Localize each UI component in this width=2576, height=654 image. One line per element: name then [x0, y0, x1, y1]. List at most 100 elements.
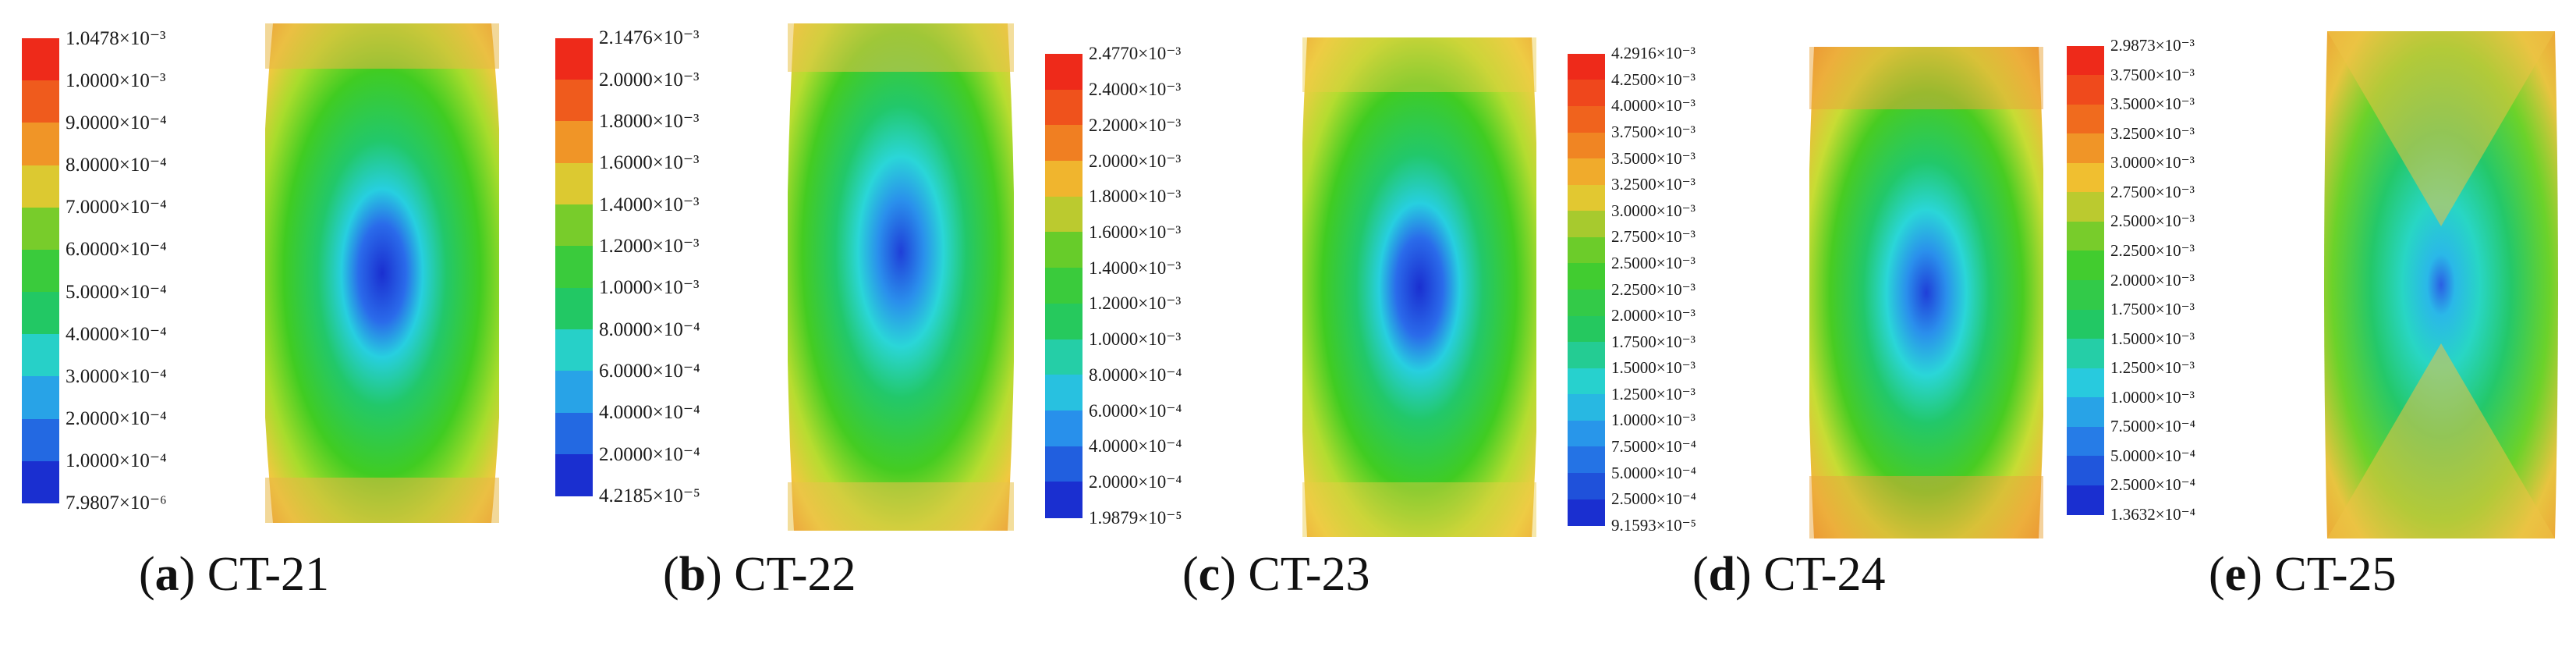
legend-tick-label: 1.0000×10⁻³ — [599, 277, 700, 299]
legend-tick-label: 2.0000×10⁻³ — [599, 69, 700, 91]
caption: (c) CT-23 — [1182, 548, 1370, 601]
legend-tick-label: 1.2000×10⁻³ — [1089, 293, 1182, 314]
legend-tick-label: 5.0000×10⁻⁴ — [66, 281, 167, 303]
legend-swatch — [2067, 221, 2104, 251]
strain-contour — [1809, 47, 2043, 538]
legend-swatch — [1568, 263, 1605, 290]
legend-tick-label: 5.0000×10⁻⁴ — [2110, 446, 2195, 465]
legend-tick-label: 3.2500×10⁻³ — [2110, 123, 2195, 143]
legend-tick-label: 1.6000×10⁻³ — [1089, 222, 1182, 242]
legend-tick-label: 1.5000×10⁻³ — [1611, 358, 1695, 378]
legend-swatch — [2067, 104, 2104, 134]
legend-swatch — [1568, 184, 1605, 211]
legend-tick-label: 3.7500×10⁻³ — [1611, 123, 1695, 142]
legend-tick-label: 6.0000×10⁻⁴ — [599, 360, 700, 382]
legend-swatch — [2067, 133, 2104, 164]
legend-tick-label: 1.8000×10⁻³ — [1089, 187, 1182, 207]
legend-swatch — [2067, 426, 2104, 457]
legend-tick-label: 7.5000×10⁻⁴ — [2110, 417, 2195, 436]
legend-tick-label: 1.2500×10⁻³ — [1611, 384, 1695, 403]
legend-swatch — [1568, 132, 1605, 159]
legend-swatch — [555, 121, 593, 164]
legend-tick-label: 2.5000×10⁻³ — [2110, 211, 2195, 231]
legend-swatch — [2067, 339, 2104, 369]
legend-swatch — [2067, 485, 2104, 515]
legend-tick-label: 4.0000×10⁻⁴ — [599, 402, 700, 424]
legend-tick-label: 1.8000×10⁻³ — [599, 110, 700, 132]
legend-swatch — [1568, 53, 1605, 80]
legend-tick-label: 5.0000×10⁻⁴ — [1611, 463, 1696, 482]
legend-tick-label: 2.0000×10⁻⁴ — [1089, 471, 1182, 492]
legend-tick-label: 7.0000×10⁻⁴ — [66, 197, 167, 219]
panel-a: 1.0478×10⁻³ 1.0000×10⁻³ 9.0000×10⁻⁴ 8.0000×… — [0, 0, 515, 654]
legend-swatch — [2067, 368, 2104, 398]
strain-contour — [2324, 31, 2558, 538]
legend-swatch — [22, 123, 59, 166]
legend-tick-label: 4.2185×10⁻⁵ — [599, 485, 700, 506]
legend-tick-label: 2.2000×10⁻³ — [1089, 115, 1182, 135]
legend-swatch — [22, 292, 59, 335]
legend: 2.4770×10⁻³ 2.4000×10⁻³ 2.2000×10⁻³ 2.0000×… — [1045, 36, 1279, 535]
caption: (d) CT-24 — [1692, 548, 1886, 601]
end-zone — [1302, 482, 1536, 537]
legend-swatch — [1568, 211, 1605, 238]
legend-swatch — [1045, 125, 1082, 162]
legend-swatch — [1568, 236, 1605, 264]
panel-e: 2.9873×10⁻³ 3.7500×10⁻³ 3.5000×10⁻³ 3.2500×… — [2067, 0, 2574, 654]
legend-swatch — [2067, 456, 2104, 486]
legend-swatch — [1045, 339, 1082, 375]
legend-tick-label: 2.0000×10⁻³ — [1611, 306, 1695, 325]
legend-swatch — [2067, 75, 2104, 105]
legend-tick-label: 6.0000×10⁻⁴ — [1089, 400, 1182, 421]
legend-tick-label: 2.4770×10⁻³ — [1089, 44, 1182, 64]
legend-tick-label: 1.2500×10⁻³ — [2110, 358, 2195, 378]
legend-swatch — [1045, 232, 1082, 268]
caption: (e) CT-25 — [2209, 548, 2397, 601]
legend-swatch — [2067, 309, 2104, 339]
legend-swatch — [1568, 342, 1605, 369]
legend-tick-label: 1.4000×10⁻³ — [599, 194, 700, 215]
panel-d: 4.2916×10⁻³ 4.2500×10⁻³ 4.0000×10⁻³ 3.7500×… — [1568, 0, 2059, 654]
legend-tick-label: 1.7500×10⁻³ — [1611, 332, 1695, 351]
legend-swatch — [555, 37, 593, 80]
legend-swatch — [1568, 80, 1605, 107]
legend-tick-label: 2.7500×10⁻³ — [2110, 182, 2195, 201]
legend-swatch — [1568, 315, 1605, 343]
legend-swatch — [555, 371, 593, 414]
legend-swatch — [1568, 368, 1605, 395]
legend-swatch — [555, 246, 593, 289]
legend-swatch — [555, 162, 593, 205]
legend-swatch — [22, 80, 59, 123]
legend-swatch — [1568, 290, 1605, 317]
legend-swatch — [1045, 411, 1082, 447]
legend-swatch — [22, 334, 59, 377]
legend-tick-label: 9.0000×10⁻⁴ — [66, 112, 167, 133]
legend-swatch — [1045, 53, 1082, 91]
end-zone — [265, 478, 499, 523]
legend-swatch — [2067, 280, 2104, 311]
legend-swatch — [22, 376, 59, 420]
legend-swatch — [2067, 192, 2104, 222]
legend-tick-label: 2.2500×10⁻³ — [1611, 279, 1695, 299]
legend-swatch — [555, 329, 593, 371]
legend-tick-label: 4.0000×10⁻⁴ — [66, 323, 167, 345]
legend-swatch — [1045, 268, 1082, 304]
legend-tick-label: 3.0000×10⁻³ — [1611, 201, 1695, 220]
legend-tick-label: 2.5000×10⁻⁴ — [1611, 489, 1696, 509]
legend-swatch — [555, 204, 593, 247]
legend-tick-label: 1.0000×10⁻³ — [66, 69, 166, 91]
legend-tick-label: 4.0000×10⁻⁴ — [1089, 436, 1182, 457]
legend-swatch — [1045, 303, 1082, 340]
end-zone — [265, 23, 499, 69]
legend-tick-label: 4.0000×10⁻³ — [1611, 96, 1695, 116]
end-zone — [1809, 47, 2043, 109]
legend-tick-label: 3.5000×10⁻³ — [1611, 148, 1695, 168]
end-zone — [788, 482, 1014, 531]
legend-tick-label: 1.4000×10⁻³ — [1089, 258, 1182, 278]
legend-tick-label: 1.6000×10⁻³ — [599, 152, 700, 174]
legend-swatch — [22, 418, 59, 462]
legend-tick-label: 4.2916×10⁻³ — [1611, 44, 1695, 63]
panel-c: 2.4770×10⁻³ 2.4000×10⁻³ 2.2000×10⁻³ 2.0000×… — [1045, 0, 1544, 654]
caption: (a) CT-21 — [139, 548, 329, 601]
